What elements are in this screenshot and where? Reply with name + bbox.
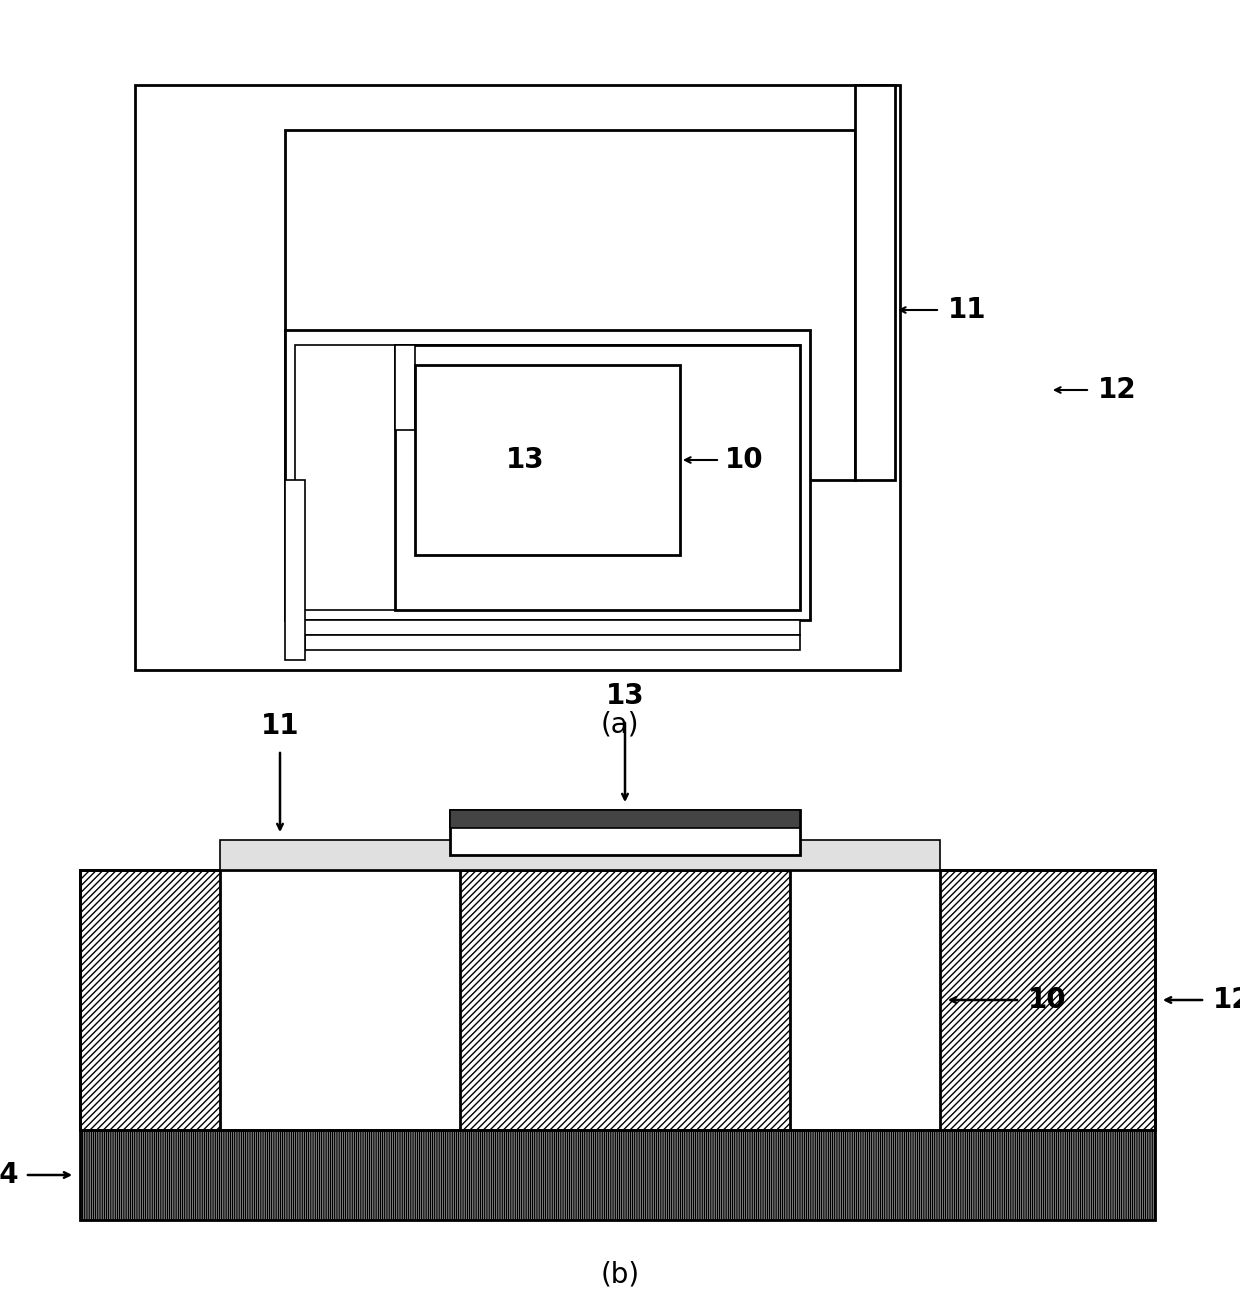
Text: 13: 13 (605, 682, 645, 710)
Text: (a): (a) (600, 710, 640, 738)
Text: 12: 12 (1097, 376, 1137, 404)
Bar (81, 870, 1154, 1130)
Bar (856, 84, 895, 480)
Bar (285, 480, 305, 660)
Bar (396, 344, 415, 430)
Bar (295, 620, 800, 634)
Bar (940, 870, 1154, 1130)
Bar (305, 634, 800, 650)
Bar (450, 810, 800, 855)
Bar (396, 344, 800, 610)
Bar (219, 840, 940, 870)
Bar (135, 84, 900, 670)
Text: 12: 12 (1213, 985, 1240, 1014)
Text: 10: 10 (725, 446, 764, 474)
Bar (285, 130, 856, 480)
Text: (b): (b) (600, 1260, 640, 1288)
Text: 11: 11 (260, 712, 299, 740)
Bar (415, 365, 680, 555)
Bar (295, 344, 800, 610)
Bar (285, 330, 810, 620)
Text: 11: 11 (949, 296, 987, 324)
Text: 13: 13 (506, 446, 544, 474)
Bar (450, 810, 800, 828)
Text: 10: 10 (1028, 985, 1066, 1014)
Bar (81, 1130, 1154, 1219)
Text: 14: 14 (0, 1161, 20, 1190)
Bar (81, 870, 219, 1130)
Bar (460, 870, 790, 1130)
